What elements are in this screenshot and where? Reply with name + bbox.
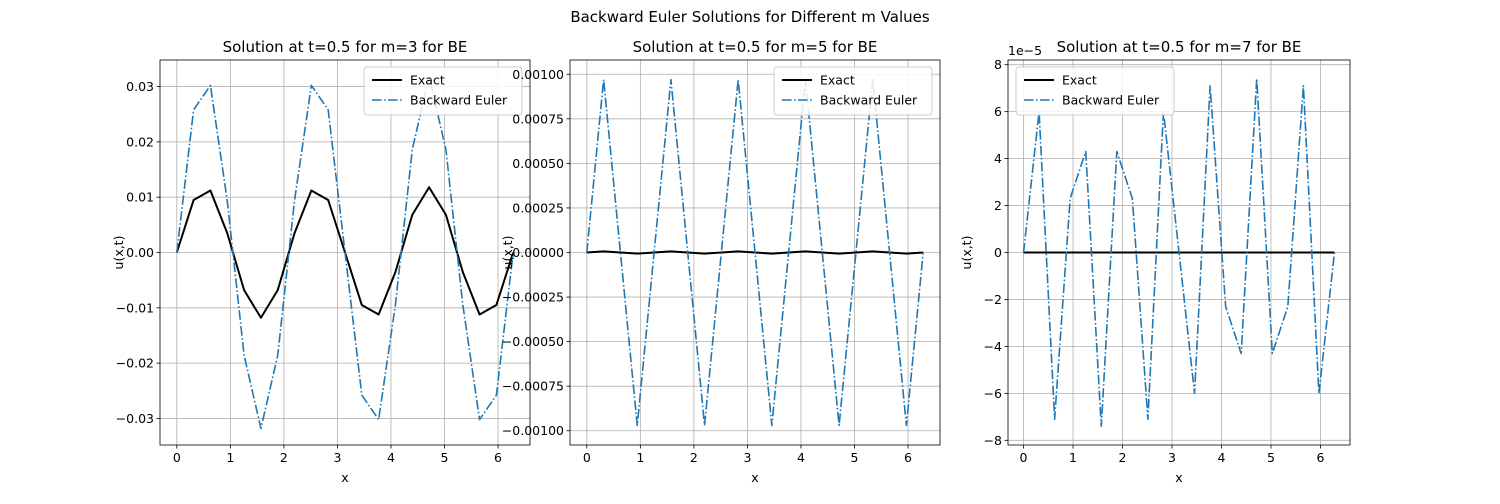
y-tick-label: −0.02	[116, 356, 154, 371]
y-axis-label: u(x,t)	[500, 236, 515, 270]
x-axis-label: x	[341, 470, 348, 485]
x-axis-label: x	[751, 470, 758, 485]
series-group	[586, 78, 924, 427]
y-tick-label: 0.00025	[512, 200, 564, 215]
legend-label: Exact	[410, 73, 445, 88]
y-tick-label: 6	[994, 104, 1002, 119]
y-tick-label: −0.01	[116, 300, 154, 315]
x-tick-label: 0	[583, 450, 591, 465]
y-tick-label: 2	[994, 198, 1002, 213]
x-tick-label: 2	[690, 450, 698, 465]
x-tick-label: 5	[1267, 450, 1275, 465]
x-tick-label: 4	[1218, 450, 1226, 465]
y-tick-label: 0.02	[126, 134, 154, 149]
x-tick-label: 3	[333, 450, 341, 465]
legend-box	[1015, 66, 1175, 116]
y-tick-label: −4	[984, 339, 1002, 354]
y-tick-label: −0.00075	[502, 379, 564, 394]
y-tick-label: −6	[984, 386, 1002, 401]
x-tick-label: 5	[441, 450, 449, 465]
chart-panel-3: 0 1 2 3 4 5 6 −8 −6 −4 −2 0 2 4 6 8 1e−5 Solution at t=0.…	[959, 38, 1351, 485]
x-tick-label: 0	[173, 450, 181, 465]
chart-panel-1: 0 1 2 3 4 5 6 −0.03 −0.02 −0.01 0.00 0.01 0.02 0.03 So…	[111, 38, 531, 485]
chart-panel-2: 0 1 2 3 4 5 6 −0.00100 −0.00075 −0.00050 −0.00025 0…	[500, 38, 941, 485]
series-line-backward-euler	[586, 78, 924, 427]
y-tick-label: −2	[984, 292, 1002, 307]
x-tick-label: 0	[1020, 450, 1028, 465]
x-tick-label: 2	[1119, 450, 1127, 465]
figure-suptitle: Backward Euler Solutions for Different m…	[570, 8, 930, 26]
x-tick-label: 2	[280, 450, 288, 465]
legend-box	[363, 66, 523, 116]
legend-box	[773, 66, 933, 116]
y-tick-label: −0.00100	[502, 423, 564, 438]
series-line-backward-euler	[1022, 77, 1336, 428]
y-tick-label: 0.00075	[512, 111, 564, 126]
y-tick-label: 0.03	[126, 79, 154, 94]
legend: Exact Backward Euler	[363, 66, 523, 116]
chart-title: Solution at t=0.5 for m=5 for BE	[633, 38, 878, 56]
x-tick-label: 4	[387, 450, 395, 465]
y-tick-label: −0.00050	[502, 334, 564, 349]
x-tick-label: 6	[1316, 450, 1324, 465]
x-tick-label: 1	[226, 450, 234, 465]
series-group	[175, 75, 515, 430]
y-tick-label: −8	[984, 433, 1002, 448]
y-tick-label: 0.00	[126, 245, 154, 260]
series-group	[1022, 77, 1336, 428]
legend: Exact Backward Euler	[1015, 66, 1175, 116]
x-tick-label: 5	[851, 450, 859, 465]
x-tick-label: 1	[1069, 450, 1077, 465]
y-tick-label: 0.00100	[512, 67, 564, 82]
legend-label: Exact	[820, 73, 855, 88]
x-axis-label: x	[1175, 470, 1182, 485]
x-tick-label: 6	[494, 450, 502, 465]
y-tick-label: 0	[994, 245, 1002, 260]
y-tick-label: 4	[994, 151, 1002, 166]
y-axis-label: u(x,t)	[111, 236, 126, 270]
chart-title: Solution at t=0.5 for m=7 for BE	[1057, 38, 1302, 56]
legend: Exact Backward Euler	[773, 66, 933, 116]
series-line-backward-euler	[176, 75, 514, 430]
y-axis-label: u(x,t)	[959, 236, 974, 270]
legend-label: Exact	[1062, 73, 1097, 88]
x-tick-label: 6	[904, 450, 912, 465]
y-tick-label: 0.01	[126, 190, 154, 205]
y-tick-label: 0.00000	[512, 245, 564, 260]
y-tick-label: 8	[994, 57, 1002, 72]
chart-title: Solution at t=0.5 for m=3 for BE	[223, 38, 468, 56]
legend-label: Backward Euler	[1062, 93, 1160, 108]
y-offset-text: 1e−5	[1008, 43, 1042, 58]
x-tick-label: 4	[797, 450, 805, 465]
y-tick-label: 0.00050	[512, 156, 564, 171]
y-tick-label: −0.00025	[502, 290, 564, 305]
x-tick-label: 3	[1168, 450, 1176, 465]
x-tick-label: 3	[743, 450, 751, 465]
x-tick-label: 1	[636, 450, 644, 465]
legend-label: Backward Euler	[820, 93, 918, 108]
legend-label: Backward Euler	[410, 93, 508, 108]
y-tick-label: −0.03	[116, 411, 154, 426]
